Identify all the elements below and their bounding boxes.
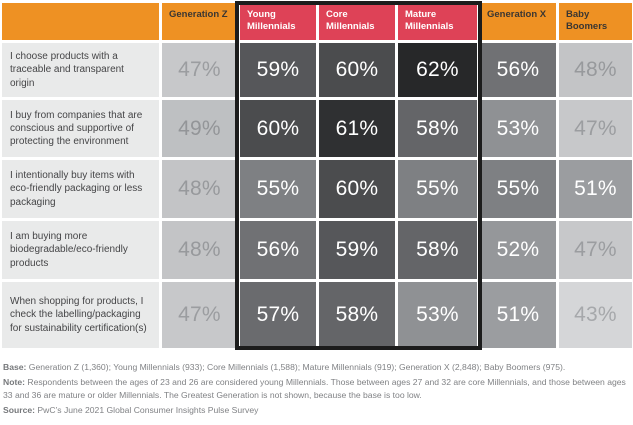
value-cell-generation-z: 49% (162, 100, 237, 157)
value-cell-baby-boomers: 47% (559, 100, 632, 157)
value-cell-baby-boomers: 43% (559, 282, 632, 348)
value-cell-generation-z: 47% (162, 43, 237, 97)
value-cell-baby-boomers: 48% (559, 43, 632, 97)
base-note: Base: Generation Z (1,360); Young Millen… (3, 361, 627, 374)
question-cell: I am buying more biodegradable/eco-frien… (2, 221, 159, 279)
corner-header-cell (2, 3, 159, 40)
header-young-millennials: Young Millennials (240, 3, 316, 40)
base-text: Generation Z (1,360); Young Millennials … (28, 362, 566, 372)
question-cell: I intentionally buy items with eco-frien… (2, 160, 159, 218)
value-cell-young-millennials: 60% (240, 100, 316, 157)
value-cell-young-millennials: 59% (240, 43, 316, 97)
value-cell-generation-x: 56% (480, 43, 556, 97)
value-cell-baby-boomers: 51% (559, 160, 632, 218)
question-cell: When shopping for products, I check the … (2, 282, 159, 348)
value-cell-core-millennials: 60% (319, 160, 395, 218)
header-core-millennials: Core Millennials (319, 3, 395, 40)
note-text: Respondents between the ages of 23 and 2… (3, 376, 626, 400)
value-cell-generation-x: 55% (480, 160, 556, 218)
question-cell: I buy from companies that are conscious … (2, 100, 159, 157)
value-cell-generation-z: 48% (162, 160, 237, 218)
value-cell-mature-millennials: 58% (398, 221, 477, 279)
source-text: PwC’s June 2021 Global Consumer Insights… (37, 404, 259, 415)
value-cell-core-millennials: 60% (319, 43, 395, 97)
value-cell-mature-millennials: 53% (398, 282, 477, 348)
base-label: Base: (3, 362, 27, 372)
heatmap-table: Generation Z Young Millennials Core Mill… (2, 1, 632, 350)
value-cell-generation-x: 53% (480, 100, 556, 157)
value-cell-mature-millennials: 62% (398, 43, 477, 97)
source-note: Source: PwC’s June 2021 Global Consumer … (3, 404, 627, 417)
value-cell-core-millennials: 58% (319, 282, 395, 348)
value-cell-young-millennials: 55% (240, 160, 316, 218)
value-cell-generation-x: 52% (480, 221, 556, 279)
footnotes: Base: Generation Z (1,360); Young Millen… (3, 361, 627, 417)
header-generation-z: Generation Z (162, 3, 237, 40)
value-cell-mature-millennials: 55% (398, 160, 477, 218)
question-cell: I choose products with a traceable and t… (2, 43, 159, 97)
header-baby-boomers: Baby Boomers (559, 3, 632, 40)
value-cell-young-millennials: 56% (240, 221, 316, 279)
value-cell-mature-millennials: 58% (398, 100, 477, 157)
value-cell-core-millennials: 61% (319, 100, 395, 157)
value-cell-generation-x: 51% (480, 282, 556, 348)
note-label: Note: (3, 376, 25, 387)
value-cell-young-millennials: 57% (240, 282, 316, 348)
methodology-note: Note: Respondents between the ages of 23… (3, 376, 627, 402)
value-cell-generation-z: 47% (162, 282, 237, 348)
header-mature-millennials: Mature Millennials (398, 3, 477, 40)
header-generation-x: Generation X (480, 3, 556, 40)
source-label: Source: (3, 404, 35, 415)
value-cell-generation-z: 48% (162, 221, 237, 279)
value-cell-core-millennials: 59% (319, 221, 395, 279)
value-cell-baby-boomers: 47% (559, 221, 632, 279)
